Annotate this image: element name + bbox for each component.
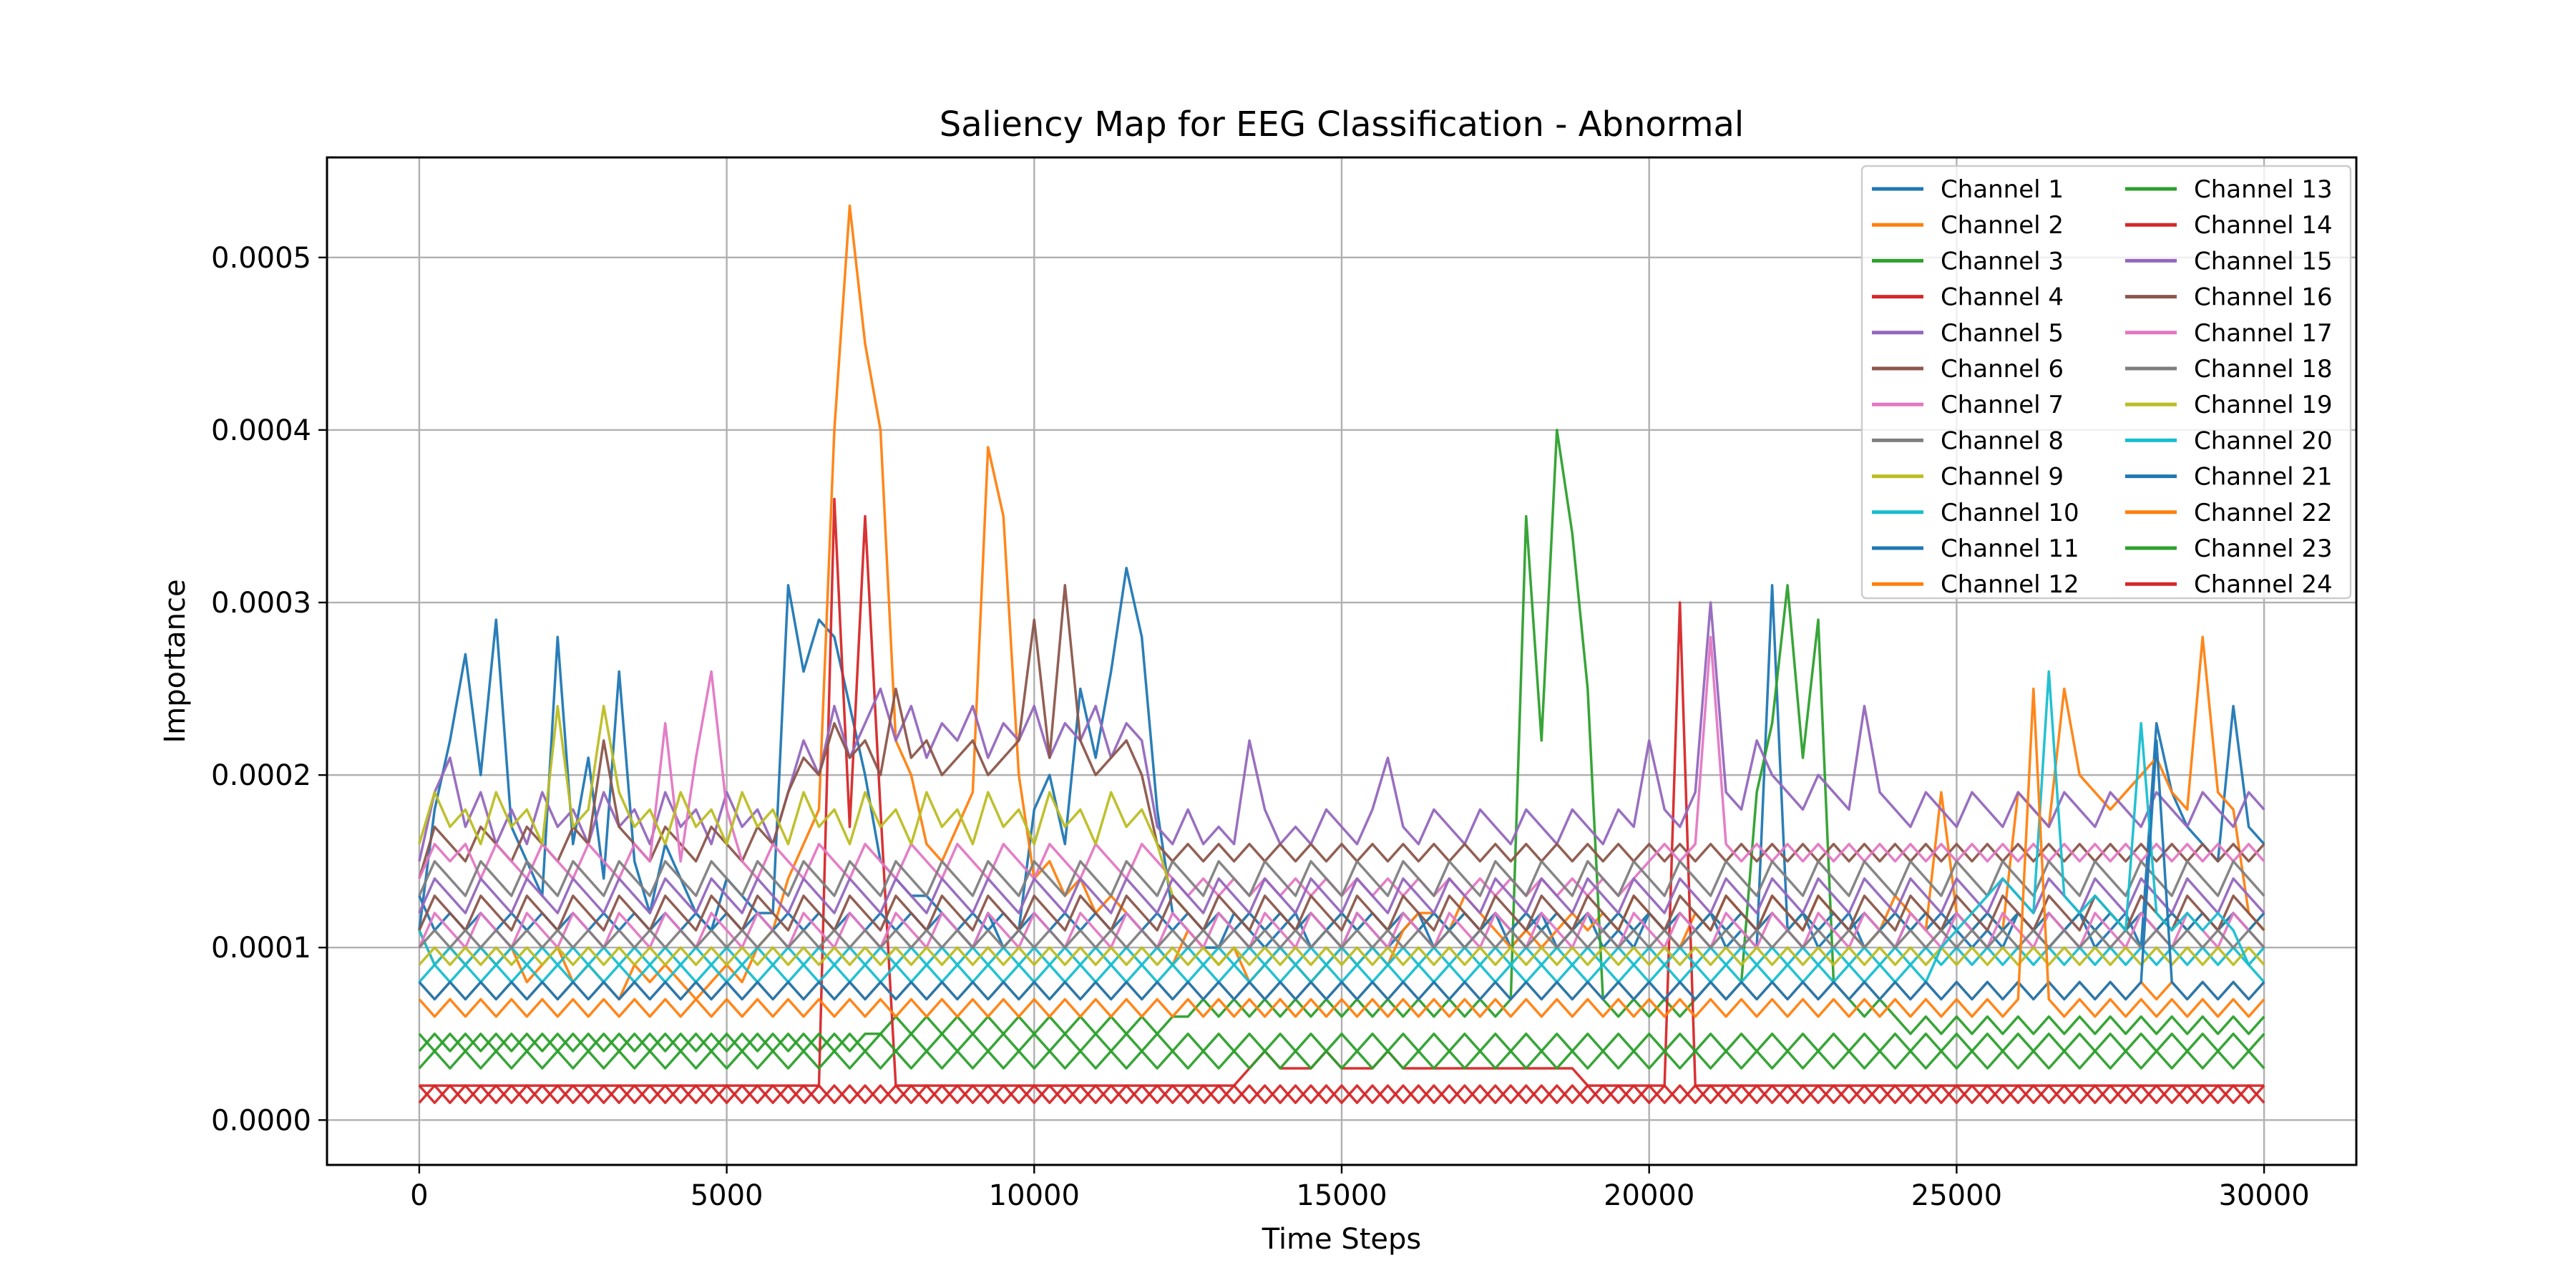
legend-label-channel-23: Channel 23 — [2194, 535, 2333, 563]
series-line-channel-24 — [418, 1084, 2265, 1104]
legend-label-channel-7: Channel 7 — [1941, 391, 2064, 419]
legend-label-channel-12: Channel 12 — [1941, 570, 2079, 599]
series-line-channel-22 — [418, 687, 2265, 1018]
y-tick-label: 0.0002 — [211, 759, 311, 792]
x-tick-label: 25000 — [1911, 1179, 2002, 1212]
series-line-channel-18 — [418, 929, 2265, 949]
series-line-channel-13 — [418, 1033, 2265, 1053]
chart-title: Saliency Map for EEG Classification - Ab… — [940, 104, 1744, 145]
legend-label-channel-22: Channel 22 — [2194, 499, 2333, 527]
x-tick-label: 0 — [410, 1179, 428, 1212]
plot-series — [418, 204, 2265, 1104]
series-line-channel-19 — [418, 946, 2265, 967]
series-line-channel-5 — [418, 601, 2265, 862]
legend-label-channel-16: Channel 16 — [2194, 283, 2333, 312]
x-tick-label: 30000 — [2218, 1179, 2309, 1212]
series-line-channel-23 — [418, 1050, 2265, 1070]
y-axis-label: Importance — [159, 579, 192, 743]
legend-label-channel-5: Channel 5 — [1941, 319, 2064, 348]
y-tick-label: 0.0000 — [211, 1104, 311, 1137]
x-axis-ticks: 0 5000 10000 15000 20000 25000 30000 — [410, 1165, 2310, 1212]
legend-label-channel-19: Channel 19 — [2194, 391, 2333, 419]
legend-label-channel-10: Channel 10 — [1941, 499, 2079, 527]
x-axis-label: Time Steps — [1262, 1223, 1422, 1256]
x-tick-label: 20000 — [1604, 1179, 1694, 1212]
series-line-channel-3 — [418, 429, 2265, 1053]
y-tick-label: 0.0005 — [211, 242, 311, 275]
legend-label-channel-8: Channel 8 — [1941, 426, 2064, 455]
legend-label-channel-20: Channel 20 — [2194, 426, 2333, 455]
legend-label-channel-15: Channel 15 — [2194, 247, 2333, 275]
legend-label-channel-6: Channel 6 — [1941, 355, 2064, 384]
legend-box — [1860, 165, 2352, 600]
series-line-channel-15 — [418, 877, 2265, 914]
y-tick-label: 0.0001 — [211, 932, 311, 965]
legend-label-channel-14: Channel 14 — [2194, 211, 2333, 240]
legend-label-channel-17: Channel 17 — [2194, 319, 2333, 348]
y-tick-label: 0.0004 — [211, 414, 311, 447]
legend-label-channel-11: Channel 11 — [1941, 535, 2079, 563]
legend: Channel 1 Channel 2 Channel 3 Channel 4 Chan… — [1860, 165, 2352, 600]
series-line-channel-16 — [418, 894, 2265, 932]
legend-label-channel-4: Channel 4 — [1941, 283, 2064, 312]
x-tick-label: 15000 — [1296, 1179, 1387, 1212]
y-axis-ticks: 0.0000 0.0001 0.0002 0.0003 0.0004 0.0005 — [211, 242, 327, 1137]
legend-label-channel-1: Channel 1 — [1941, 175, 2064, 204]
legend-label-channel-3: Channel 3 — [1941, 247, 2064, 275]
y-tick-label: 0.0003 — [211, 587, 311, 620]
legend-label-channel-18: Channel 18 — [2194, 355, 2333, 384]
legend-label-channel-13: Channel 13 — [2194, 175, 2333, 204]
x-tick-label: 5000 — [691, 1179, 763, 1212]
x-tick-label: 10000 — [989, 1179, 1080, 1212]
series-line-channel-14 — [418, 1084, 2265, 1104]
series-line-channel-21 — [418, 739, 2265, 1001]
series-line-channel-8 — [418, 859, 2265, 897]
legend-label-channel-9: Channel 9 — [1941, 463, 2064, 492]
legend-label-channel-2: Channel 2 — [1941, 211, 2064, 240]
legend-label-channel-21: Channel 21 — [2194, 463, 2333, 492]
legend-label-channel-24: Channel 24 — [2194, 570, 2333, 599]
